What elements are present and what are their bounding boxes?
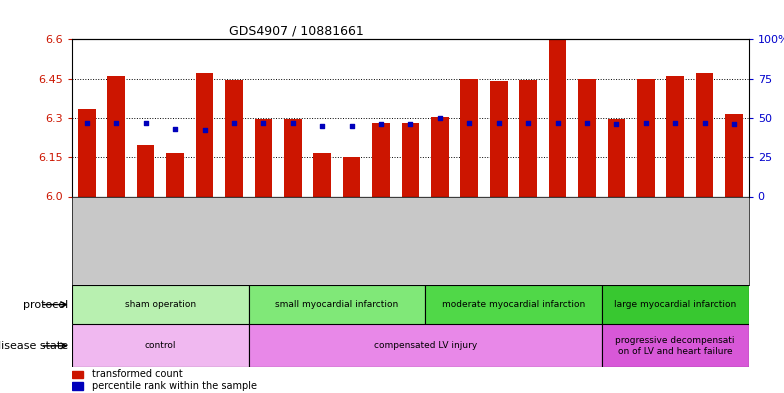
Bar (249, 324, 601, 367)
Bar (255, 119, 272, 196)
Point (316, 123, 328, 129)
Bar (196, 73, 213, 196)
Point (286, 119, 299, 126)
Bar (78, 109, 96, 196)
Bar (695, 73, 713, 196)
Bar (72, 285, 249, 324)
Text: moderate myocardial infarction: moderate myocardial infarction (441, 300, 585, 309)
Bar (637, 79, 655, 196)
Bar (490, 81, 507, 196)
Point (227, 119, 240, 126)
Bar (166, 153, 184, 196)
Text: compensated LV injury: compensated LV injury (373, 342, 477, 350)
Bar (72, 371, 83, 378)
Point (81, 119, 93, 126)
Bar (137, 145, 154, 196)
Point (198, 127, 211, 134)
Bar (72, 382, 83, 390)
Point (257, 119, 270, 126)
Text: large myocardial infarction: large myocardial infarction (614, 300, 736, 309)
Bar (601, 285, 749, 324)
Bar (725, 114, 742, 196)
Bar (460, 79, 478, 196)
Point (728, 121, 740, 127)
Text: small myocardial infarction: small myocardial infarction (275, 300, 398, 309)
Bar (601, 324, 749, 367)
Bar (372, 123, 390, 196)
Bar (343, 157, 361, 196)
Bar (72, 324, 249, 367)
Point (463, 119, 476, 126)
Point (522, 119, 535, 126)
Point (699, 119, 711, 126)
Text: GDS4907 / 10881661: GDS4907 / 10881661 (229, 24, 364, 37)
Point (551, 119, 564, 126)
Bar (249, 285, 425, 324)
Bar (401, 123, 419, 196)
Bar (578, 79, 596, 196)
Bar (666, 76, 684, 196)
Point (110, 119, 122, 126)
Point (581, 119, 593, 126)
Bar (431, 117, 448, 196)
Point (492, 119, 505, 126)
Bar (314, 153, 331, 196)
Point (375, 121, 387, 127)
Text: control: control (144, 342, 176, 350)
Bar (549, 39, 566, 197)
Text: disease state: disease state (0, 341, 68, 351)
Text: sham operation: sham operation (125, 300, 196, 309)
Point (640, 119, 652, 126)
Text: progressive decompensati
on of LV and heart failure: progressive decompensati on of LV and he… (615, 336, 735, 356)
Point (404, 121, 416, 127)
Point (669, 119, 681, 126)
Bar (284, 119, 302, 196)
Point (610, 121, 622, 127)
Point (169, 126, 181, 132)
Point (345, 123, 358, 129)
Point (434, 115, 446, 121)
Bar (107, 76, 125, 196)
Bar (425, 285, 601, 324)
Text: protocol: protocol (23, 299, 68, 310)
Bar (608, 119, 625, 196)
Point (140, 119, 152, 126)
Text: transformed count: transformed count (92, 369, 183, 380)
Bar (519, 80, 537, 196)
Text: percentile rank within the sample: percentile rank within the sample (92, 381, 256, 391)
Bar (225, 80, 243, 196)
